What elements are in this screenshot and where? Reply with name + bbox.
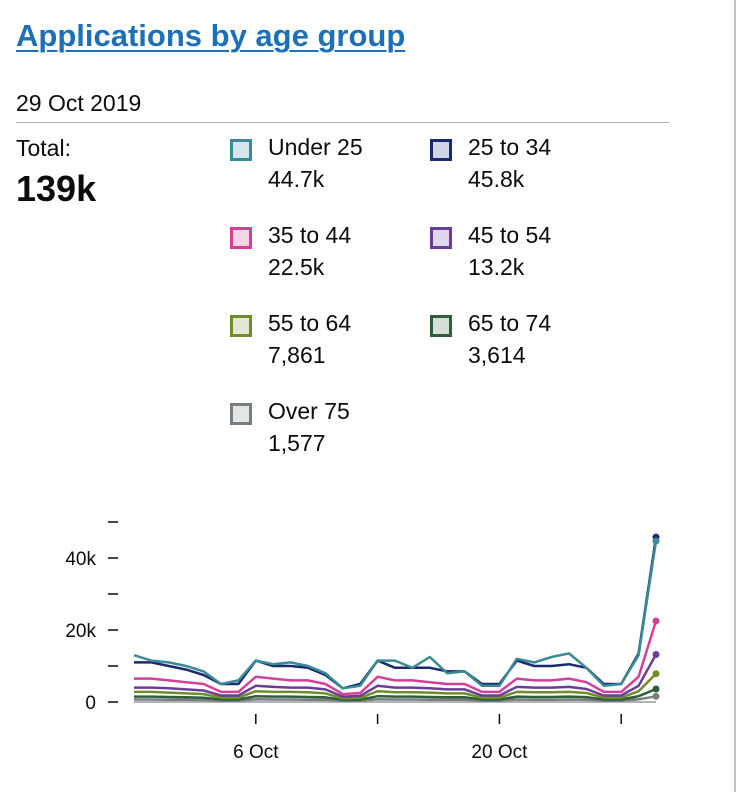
x-tick-label: 6 Oct <box>233 742 279 763</box>
series-line-55-to-64 <box>134 672 657 700</box>
x-tick-label: 20 Oct <box>471 742 528 763</box>
legend-swatch <box>230 403 252 425</box>
total-label: Total: <box>16 135 71 161</box>
date-label: 29 Oct 2019 <box>16 90 142 116</box>
right-border <box>734 0 736 792</box>
legend-name: 65 to 74 <box>468 310 552 336</box>
legend-name: Under 25 <box>268 134 363 160</box>
legend-value: 1,577 <box>268 430 326 456</box>
y-tick-label: 20k <box>65 621 96 642</box>
legend-name: 45 to 54 <box>468 222 552 248</box>
divider <box>16 122 669 123</box>
legend-name: 55 to 64 <box>268 310 352 336</box>
series-end-point-55-to-64 <box>652 670 660 678</box>
legend-value: 44.7k <box>268 166 325 192</box>
series-line-under-25 <box>133 540 658 690</box>
legend-swatch <box>430 315 452 337</box>
legend-swatch <box>230 227 252 249</box>
legend-swatch <box>430 227 452 249</box>
y-tick-label: 0 <box>85 693 96 714</box>
series-end-point-over-75 <box>652 692 660 700</box>
series-end-point-35-to-44 <box>652 617 660 625</box>
series-line-25-to-34 <box>134 536 658 690</box>
line-chart: 0 20k 40k 6 Oct 20 Oct <box>65 521 660 763</box>
legend-name: Over 75 <box>268 398 350 424</box>
legend-swatch <box>230 139 252 161</box>
legend-value: 7,861 <box>268 342 326 368</box>
legend-swatch <box>430 139 452 161</box>
legend-value: 22.5k <box>268 254 325 280</box>
legend-swatch <box>230 315 252 337</box>
series-line-65-to-74 <box>134 687 657 702</box>
legend-value: 3,614 <box>468 342 526 368</box>
series-end-point-65-to-74 <box>652 685 660 693</box>
series-line-45-to-54 <box>134 653 658 698</box>
series-end-point-under-25 <box>652 537 660 545</box>
y-tick-label: 40k <box>65 549 96 570</box>
series-line-35-to-44 <box>134 620 658 696</box>
legend-name: 35 to 44 <box>268 222 352 248</box>
page-title-link[interactable]: Applications by age group <box>16 18 406 53</box>
legend-value: 45.8k <box>468 166 525 192</box>
series-end-point-45-to-54 <box>652 650 660 658</box>
legend-name: 25 to 34 <box>468 134 552 160</box>
total-value: 139k <box>16 168 97 209</box>
legend-value: 13.2k <box>468 254 525 280</box>
